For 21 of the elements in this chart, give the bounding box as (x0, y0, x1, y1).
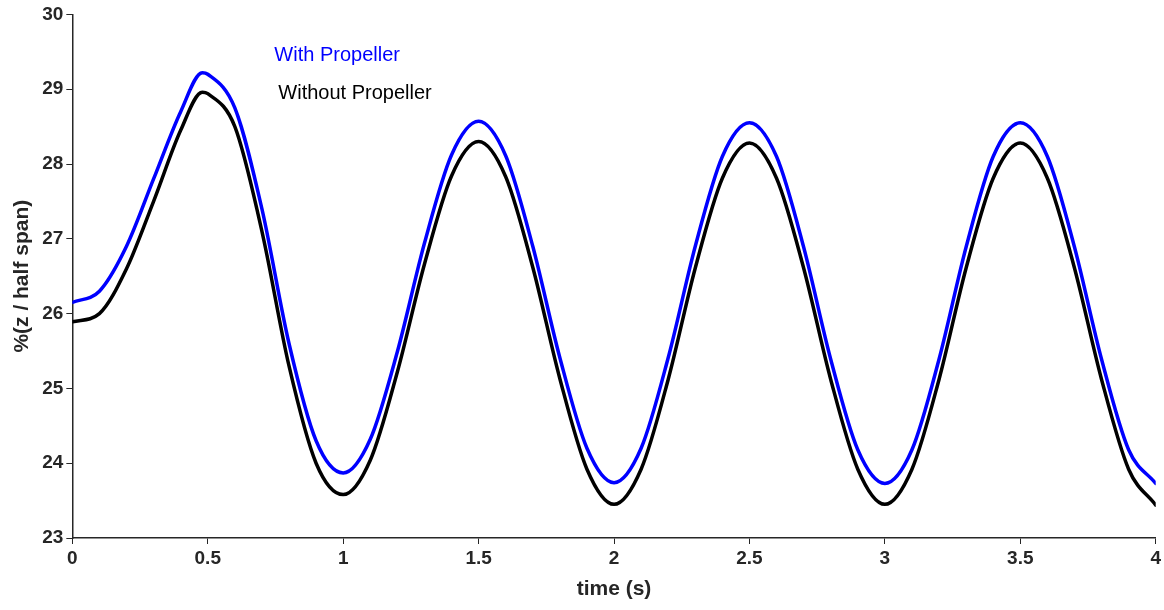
y-tick-label: 27 (42, 227, 64, 249)
y-tick-label: 29 (42, 77, 64, 99)
y-tick-label: 25 (42, 376, 64, 398)
x-tick-label: 3 (879, 546, 891, 568)
y-axis-title: %(z / half span) (9, 199, 33, 353)
x-tick-label: 2 (608, 546, 620, 568)
y-tick-label: 26 (42, 301, 64, 323)
x-tick-label: 3.5 (1007, 546, 1034, 568)
x-tick-label: 1 (337, 546, 349, 568)
x-tick-label: 0.5 (194, 546, 222, 568)
y-tick-label: 28 (42, 152, 64, 174)
x-tick-label: 2.5 (736, 546, 764, 568)
y-tick-label: 24 (42, 451, 64, 473)
y-tick-label: 23 (42, 526, 64, 548)
x-axis-title: time (s) (576, 576, 652, 600)
x-tick-label: 1.5 (465, 546, 493, 568)
text: Without Propeller (278, 80, 433, 103)
text: With Propeller (274, 42, 401, 65)
x-tick-label: 0 (67, 546, 78, 568)
x-tick-label: 4 (1150, 546, 1162, 568)
y-tick-label: 30 (42, 2, 64, 24)
